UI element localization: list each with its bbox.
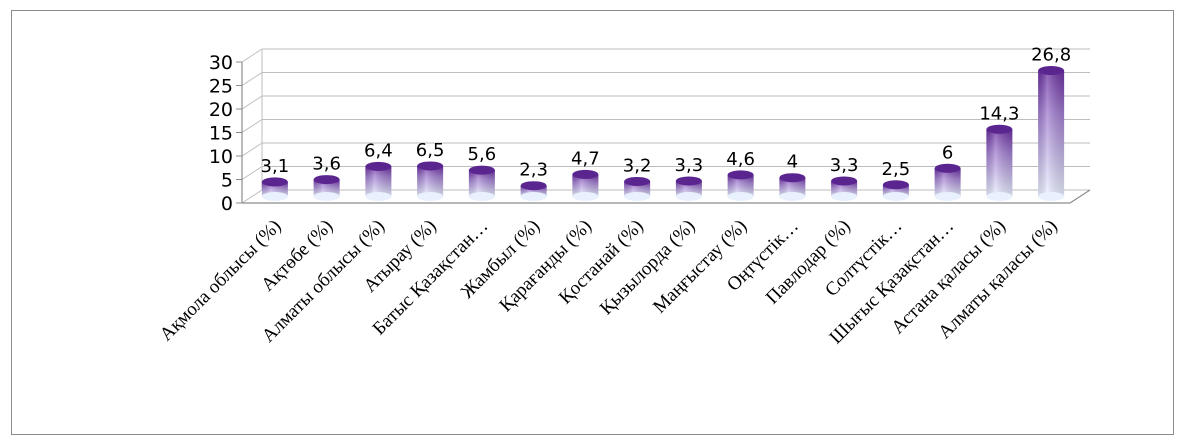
y-tick-label: 0 [221,193,233,215]
bar [313,175,340,201]
bar [365,161,392,201]
bar-top [986,124,1013,134]
bar [675,176,702,201]
bar-base [313,192,340,201]
bar [779,173,806,201]
bar [261,177,288,201]
bar-top [261,177,288,187]
bar [572,169,599,201]
bar-base [934,192,961,201]
y-tick-label: 5 [221,170,233,192]
data-label: 3,2 [623,155,652,176]
bar [1038,66,1065,201]
bar-base [520,192,547,201]
y-tick-label: 15 [209,123,233,145]
bar-base [624,192,651,201]
bar-top [934,163,961,173]
bar-base [779,192,806,201]
data-label: 6 [942,142,953,163]
bar [727,170,754,201]
bar-base [882,192,909,201]
bar-shading [417,165,444,197]
bar [624,176,651,201]
data-label: 3,1 [261,156,290,177]
data-label: 4 [787,152,798,173]
bar-base [1038,192,1065,201]
data-label: 14,3 [979,103,1019,124]
bar-base [727,192,754,201]
x-tick-label: Қарағанды (%) [495,216,595,316]
bar-top [365,161,392,171]
bar-base [365,192,392,201]
bar-base [261,192,288,201]
bar-top [417,161,444,171]
bar-shading [313,179,340,197]
bar-base [831,192,858,201]
bar-top [831,176,858,186]
bars [261,66,1065,201]
y-tick-label: 30 [209,52,233,74]
bar-top [520,181,547,191]
gridline-side [241,119,263,133]
bar-base [986,192,1013,201]
data-label: 5,6 [468,144,497,165]
gridline-side [241,142,263,157]
y-tick-label: 25 [209,76,233,98]
data-label: 4,6 [726,149,755,170]
bar-shading [727,174,754,197]
bar-top [779,173,806,183]
axes [236,61,1091,204]
bar [520,181,547,201]
bar [468,165,495,201]
gridline-side [241,48,263,63]
data-label: 6,5 [416,140,445,161]
bar-top [624,176,651,186]
floor-right-edge [1069,189,1091,204]
bar [882,180,909,201]
bar-base [675,192,702,201]
bar-top [1038,66,1065,76]
bar-top [727,170,754,180]
bar-top [468,165,495,175]
gridlines [241,48,1090,204]
bar-shading [572,174,599,197]
bar-shading [520,185,547,197]
y-tick-label: 10 [209,146,233,168]
bar-base [468,192,495,201]
data-label: 4,7 [571,148,600,169]
bar-top [882,180,909,190]
bar-shading [365,166,392,197]
bar-shading [986,129,1013,197]
bar [831,176,858,201]
data-label: 6,4 [364,140,393,161]
data-label: 3,3 [830,155,859,176]
bar [934,163,961,201]
y-tick-label: 20 [209,99,233,121]
gridline-side [241,189,263,204]
gridline-side [241,72,263,86]
gridline-side [241,95,263,110]
bar-top [313,175,340,185]
bar-shading [882,184,909,197]
data-label: 3,3 [675,155,704,176]
data-label: 2,5 [882,159,911,180]
chart-frame: 0 5 10 15 20 25 30 3,1 3,6 6,4 6,5 5,6 2,3 4,7 3,2 3,3 4… [11,10,1174,435]
bar-top [675,176,702,186]
bar-shading [1038,70,1065,197]
data-label: 26,8 [1031,45,1071,66]
bar-top [572,169,599,179]
bar [417,161,444,201]
bar [986,124,1013,201]
bar-base [417,192,444,201]
bar-shading [934,168,961,197]
gridline-side [241,166,263,180]
data-label: 2,3 [519,160,548,181]
data-label: 3,6 [312,154,341,175]
bar-shading [779,177,806,197]
bar-base [572,192,599,201]
